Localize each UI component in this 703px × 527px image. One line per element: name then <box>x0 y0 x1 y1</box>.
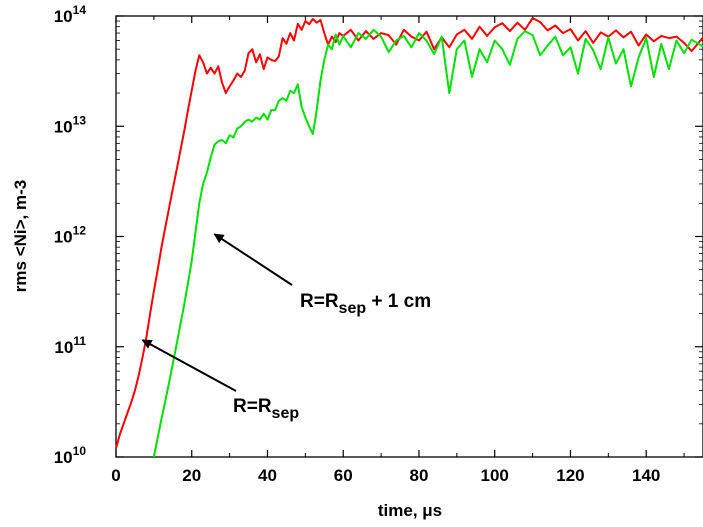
annotation-tail: + 1 cm <box>366 291 431 312</box>
plot-frame <box>115 15 703 458</box>
y-tick-label: 1010 <box>54 444 87 467</box>
x-tick-label: 140 <box>632 466 660 485</box>
x-tick-label: 40 <box>258 466 277 485</box>
y-tick-base: 10 <box>54 228 73 247</box>
y-tick-label: 1011 <box>54 334 86 357</box>
annotation-subscript: sep <box>272 405 300 422</box>
y-tick-exponent: 10 <box>73 444 87 458</box>
annotation-arrow-2 <box>213 233 293 286</box>
y-tick-label: 1014 <box>54 3 87 26</box>
annotation-arrow-1 <box>141 339 237 392</box>
y-tick-base: 10 <box>54 7 73 26</box>
x-tick-label: 120 <box>556 466 584 485</box>
y-tick-base: 10 <box>54 117 73 136</box>
annotation-main: R=R <box>300 291 339 312</box>
series-line-r-sep <box>115 17 703 449</box>
annotation-label-2: R=Rsep + 1 cm <box>300 291 431 317</box>
x-tick-label: 100 <box>481 466 509 485</box>
y-tick-base: 10 <box>54 448 73 467</box>
y-tick-exponent: 13 <box>73 113 87 127</box>
x-tick-label: 80 <box>410 466 429 485</box>
x-tick-label: 60 <box>334 466 353 485</box>
annotation-subscript: sep <box>339 300 367 317</box>
x-axis-ticks: 0 20 40 60 80 100 120 140 <box>111 16 685 485</box>
x-tick-label: 0 <box>111 466 120 485</box>
x-tick-label: 20 <box>182 466 201 485</box>
y-tick-exponent: 14 <box>73 3 87 17</box>
y-tick-label: 1012 <box>54 224 87 247</box>
y-tick-exponent: 12 <box>73 224 87 238</box>
y-tick-exponent: 11 <box>73 334 86 348</box>
y-tick-base: 10 <box>54 338 73 357</box>
annotation-label-1: R=Rsep <box>233 396 299 422</box>
y-tick-label: 1013 <box>54 113 87 136</box>
y-axis-title: rms <Ni>, m-3 <box>11 180 30 292</box>
annotation-main: R=R <box>233 396 272 417</box>
x-axis-title: time, μs <box>378 501 442 520</box>
series-layer <box>115 17 703 458</box>
series-line-r-sep-plus-1cm <box>152 28 703 458</box>
